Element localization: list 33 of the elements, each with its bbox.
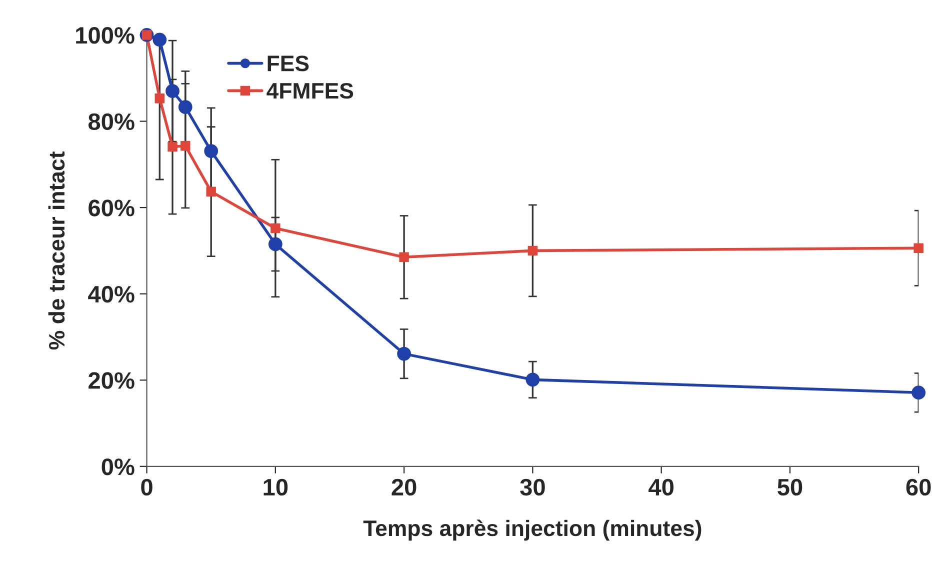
point (914, 243, 924, 253)
x-tick-label: 10 (264, 478, 288, 496)
point (268, 237, 282, 252)
point (166, 84, 180, 98)
x-tick-label: 50 (778, 478, 802, 496)
x-tick-label: 30 (520, 478, 545, 496)
point (152, 32, 167, 47)
x-tick-label: 20 (392, 478, 416, 496)
point (204, 144, 218, 158)
x-tick-label: 40 (648, 478, 674, 496)
y-tick-label: 60% (88, 200, 134, 216)
point (526, 372, 540, 387)
y-tick-label: 80% (88, 113, 134, 130)
point (399, 252, 409, 262)
y-tick-label: 20% (88, 372, 134, 389)
point (180, 140, 190, 151)
y-tick-label: 0% (102, 458, 134, 476)
point (528, 246, 538, 256)
point (397, 346, 411, 361)
legend-label: 4FMFES (266, 82, 354, 99)
y-tick-label: 40% (88, 286, 134, 303)
point (154, 94, 165, 104)
y-axis-title: % de traceur intact (48, 152, 65, 350)
point (270, 223, 280, 234)
point (912, 386, 926, 400)
x-tick-label: 0 (141, 478, 152, 496)
x-axis-title: Temps après injection (minutes) (363, 520, 702, 541)
point (206, 186, 216, 196)
point (178, 100, 192, 114)
legend-label: FES (268, 56, 309, 72)
x-tick-label: 60 (906, 478, 931, 496)
y-tick-label: 100% (76, 27, 134, 44)
point (168, 142, 178, 152)
